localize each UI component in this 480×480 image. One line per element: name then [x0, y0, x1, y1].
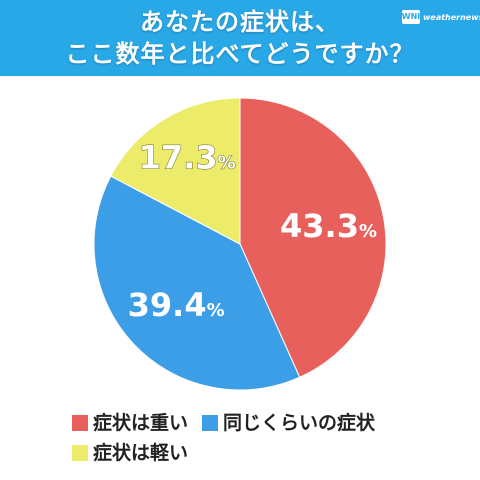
page-title: あなたの症状は、 ここ数年と比べてどうですか？	[0, 6, 480, 70]
legend-row-1: 症状は重い 同じくらいの症状	[72, 408, 452, 438]
legend-item-heavier: 症状は重い	[72, 408, 188, 438]
legend-label-same: 同じくらいの症状	[223, 412, 376, 434]
logo-text: weathernews	[423, 12, 480, 22]
legend-label-lighter: 症状は軽い	[93, 442, 189, 464]
pie-chart: 43.3% 39.4% 17.3%	[93, 97, 387, 391]
value-label-same: 39.4%	[128, 286, 225, 324]
legend-item-lighter: 症状は軽い	[72, 438, 188, 468]
legend-row-2: 症状は軽い	[72, 438, 452, 468]
legend-swatch-heavier	[72, 415, 88, 431]
legend-swatch-same	[202, 415, 219, 431]
header-banner: あなたの症状は、 ここ数年と比べてどうですか？ WNI weathernews	[0, 0, 480, 76]
value-label-heavier: 43.3%	[280, 207, 377, 245]
pie-slices	[93, 97, 387, 391]
pie-labels: 43.3% 39.4% 17.3%	[128, 138, 377, 324]
logo-mark-icon: WNI	[402, 10, 420, 24]
legend: 症状は重い 同じくらいの症状 症状は軽い	[72, 408, 452, 468]
pie-slice-lighter	[110, 97, 241, 245]
title-line-2: ここ数年と比べてどうですか？	[65, 40, 415, 68]
weathernews-logo: WNI weathernews	[402, 6, 480, 28]
legend-item-same: 同じくらいの症状	[202, 408, 375, 438]
legend-swatch-lighter	[72, 445, 88, 461]
value-label-lighter: 17.3%	[139, 139, 236, 177]
pie-slice-heavier	[239, 97, 387, 378]
pie-slice-same	[93, 175, 301, 391]
title-line-1: あなたの症状は、	[140, 8, 340, 36]
legend-label-heavier: 症状は重い	[93, 412, 189, 434]
